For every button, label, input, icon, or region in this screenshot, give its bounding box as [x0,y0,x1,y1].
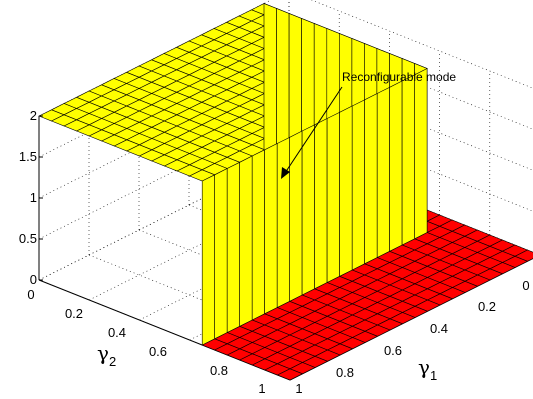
ticks [39,115,43,281]
plateau-wall-cell [264,143,278,315]
y-tick-label: 1 [258,381,265,396]
x-tick-label: 0 [522,278,529,293]
z-tick-label: 1.5 [19,149,37,164]
annotation-arrow [284,86,343,174]
y-tick-label: 0.6 [149,344,167,359]
plateau-wall-cell [301,124,315,296]
annotation-arrowhead [281,167,290,179]
plateau-wall-cell [389,80,403,252]
plateau-wall-cell [401,74,416,246]
plateau-wall-cell [226,161,240,333]
y-tick-label: 0.2 [65,306,83,321]
x-axis-symbol: γ [418,355,430,379]
y-axis-subscript: 2 [109,354,116,369]
plateau-wall-cell [201,174,215,346]
z-tick-label: 2 [30,108,37,123]
plateau-wall-cell [326,111,340,283]
plateau-wall-cell [314,118,328,290]
z-tick-label: 1 [30,190,37,205]
x-tick-label: 0.6 [384,343,402,358]
plateau-wall-cell [339,105,353,277]
x-tick-label: 0.8 [336,365,354,380]
annotation-text: Reconfigurable mode [342,70,456,84]
y-tick-label: 0.8 [210,363,228,378]
plateau-wall-cell [414,68,428,240]
plateau-wall-cell [214,168,228,340]
z-tick-label: 0 [30,272,37,287]
plateau-wall-cell [351,99,365,271]
surface [38,3,533,381]
plateau-wall-cell [239,155,253,327]
y-tick-label: 0 [27,287,34,302]
x-axis-subscript: 1 [430,368,437,383]
plateau-wall-cell [364,93,378,265]
x-axis-label: γ1 [418,355,437,383]
y-axis-label: γ2 [97,341,116,369]
floor-cell [276,368,304,381]
plateau-wall-cell [276,136,291,308]
plateau-wall-cell [376,86,390,258]
y-tick-label: 0.4 [108,325,126,340]
y-axis-symbol: γ [97,341,109,365]
plateau-wall-cell [251,149,265,321]
x-tick-label: 0.4 [430,321,448,336]
x-tick-label: 0.2 [478,299,496,314]
z-tick-label: 0.5 [19,231,37,246]
x-tick-label: 1 [295,381,302,396]
